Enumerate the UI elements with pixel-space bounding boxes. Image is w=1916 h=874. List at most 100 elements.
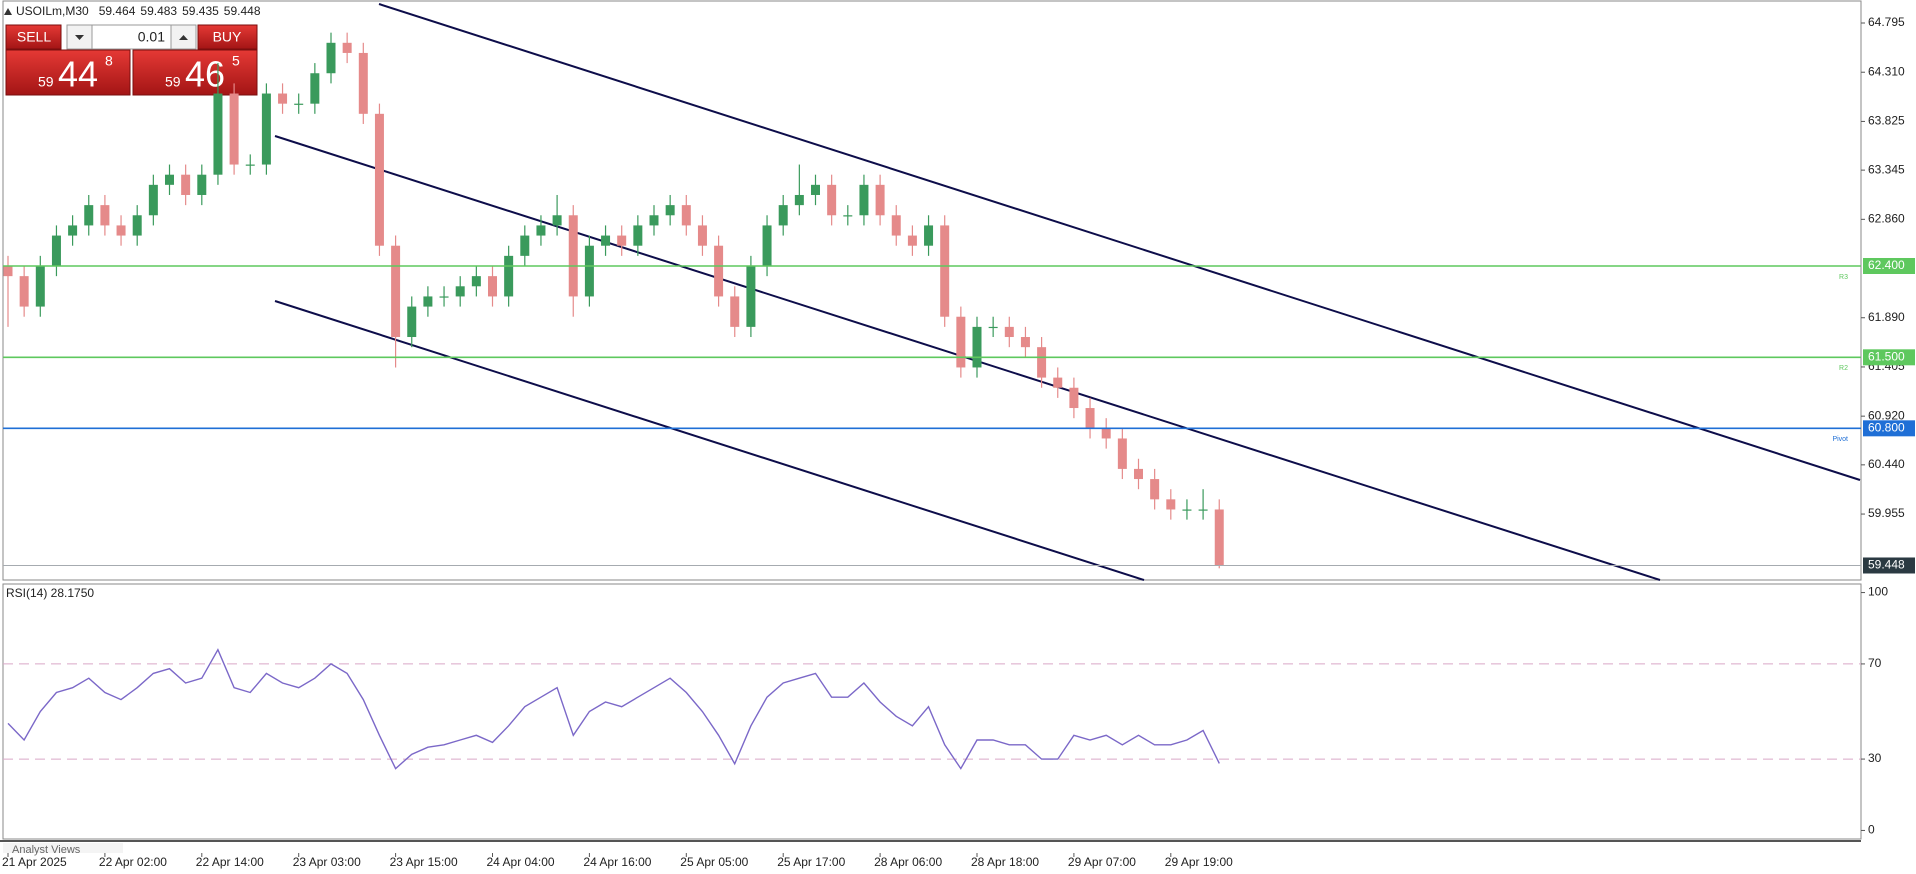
candle-body [294,103,304,105]
candle-body [148,184,158,216]
candle-body [1085,408,1095,429]
candle-body [988,326,998,329]
y-tick-label: 0 [1868,823,1875,837]
y-tick-label: 100 [1868,585,1888,599]
candle-body [181,174,191,195]
candle-body [1166,499,1176,510]
sell-price-pips: 44 [58,54,98,95]
panel-tab[interactable] [3,843,123,853]
buy-price-big: 59 [165,74,181,90]
level-box [1863,420,1915,437]
candle-body [19,276,29,307]
level-box [1863,257,1915,274]
level-name: R2 [1839,365,1848,372]
buy-label: BUY [213,29,242,45]
candle-body [504,255,514,297]
candle-body [924,225,934,246]
candle-body [132,215,142,236]
y-tick-label: 60.920 [1868,408,1905,422]
candle-body [165,174,174,185]
low: 59.435 [182,4,219,18]
y-tick-label: 63.825 [1868,114,1905,128]
candle-body [310,73,320,104]
candle-body [762,225,772,266]
candle-body [875,184,885,216]
candle-body [35,265,45,307]
candle-body [811,184,820,195]
candle-body [423,296,433,307]
candle-body [100,205,110,226]
candle-body [1182,509,1192,511]
x-tick-label: 22 Apr 14:00 [196,855,264,869]
candle-body [1198,509,1208,511]
candle-body [552,215,562,226]
x-tick-label: 29 Apr 19:00 [1165,855,1233,869]
buy-price-point: 5 [232,53,240,69]
candle-body [1053,377,1063,388]
rsi-line [7,648,1220,770]
x-tick-label: 25 Apr 05:00 [680,855,748,869]
collapse-icon[interactable] [4,8,12,15]
rsi-title: RSI(14) 28.1750 [6,586,94,600]
candle-body [859,184,869,216]
candle-body [116,225,126,236]
candle-body [488,276,497,297]
candle-body [940,225,950,317]
y-tick-label: 59.955 [1868,506,1905,520]
candle-body [778,205,788,226]
y-tick-label: 30 [1868,751,1882,765]
y-tick-label: 64.310 [1868,64,1905,78]
lot-value: 0.01 [138,29,165,45]
x-tick-label: 24 Apr 04:00 [487,855,555,869]
level-name: R3 [1839,274,1848,281]
candle-body [213,93,223,175]
candle-body [374,113,384,246]
candle-body [584,245,594,297]
up-arrow [179,35,188,40]
x-tick-label: 23 Apr 15:00 [390,855,458,869]
sell-price-big: 59 [38,74,54,90]
panel-tab-label: Analyst Views [12,844,81,856]
rsi-pane-border [2,583,1862,840]
candle-body [3,265,13,277]
sell-button[interactable] [5,24,62,50]
candle-body [1150,479,1160,500]
candle-body [681,205,691,226]
trend-line [378,3,1861,481]
symbol: USOILm,M30 [16,4,89,18]
buy-button[interactable] [197,24,258,50]
candle-body [568,215,578,297]
y-tick-label: 70 [1868,656,1882,670]
down-arrow [75,35,84,40]
buy-price-pips: 46 [185,54,225,95]
candle-body [278,93,288,104]
sell-price-box[interactable] [5,49,131,96]
candle-body [633,225,643,246]
candle-body [714,245,724,297]
trend-line [274,300,1145,581]
candle-body [972,326,982,368]
candle-body [1214,509,1224,566]
candle-body [245,164,255,166]
candle-body [1037,347,1047,378]
candle-body [51,235,61,266]
candle-body [471,276,481,287]
candle-body [84,205,94,226]
candle-body [68,225,78,236]
candle-body [455,286,465,297]
candle-body [907,235,917,246]
x-tick-label: 29 Apr 07:00 [1068,855,1136,869]
candle-body [665,205,675,216]
buy-price-box[interactable] [132,49,258,96]
one-click-trading: SELL 0.01 BUY 59 44 8 59 46 5 [5,24,258,96]
candle-body [1069,387,1079,409]
sell-price-point: 8 [105,53,113,69]
lot-field[interactable] [91,24,172,50]
candle-body [891,215,901,236]
candle-body [391,245,401,338]
y-tick-label: 60.440 [1868,457,1905,471]
candle-body [1020,337,1030,348]
